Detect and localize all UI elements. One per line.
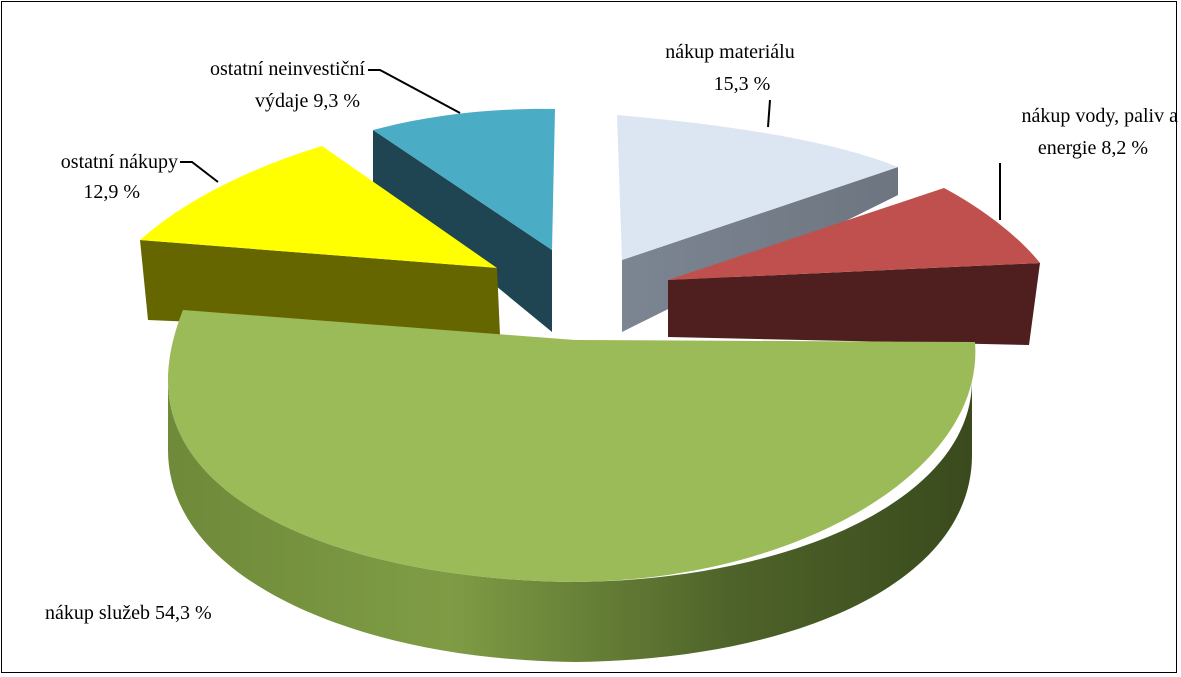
label-material-name: nákup materiálu	[665, 41, 794, 63]
label-material-value: 15,3 %	[714, 73, 771, 95]
leader-line-neinvesticni	[368, 70, 460, 113]
label-sluzby: nákup služeb 54,3 %	[45, 602, 212, 624]
leader-line-material	[768, 100, 770, 127]
label-voda-value: energie 8,2 %	[1038, 137, 1148, 159]
label-ostatni-nakupy-value: 12,9 %	[83, 181, 140, 203]
leader-line-ostatni-nakupy	[180, 162, 218, 182]
pie-slice-sluzby	[168, 310, 975, 662]
label-voda-name: nákup vody, paliv a	[1022, 105, 1179, 127]
label-neinvesticni-value: výdaje 9,3 %	[255, 90, 360, 112]
label-neinvesticni-name: ostatní neinvestiční	[210, 58, 365, 80]
label-ostatni-nakupy-name: ostatní nákupy	[61, 151, 178, 173]
